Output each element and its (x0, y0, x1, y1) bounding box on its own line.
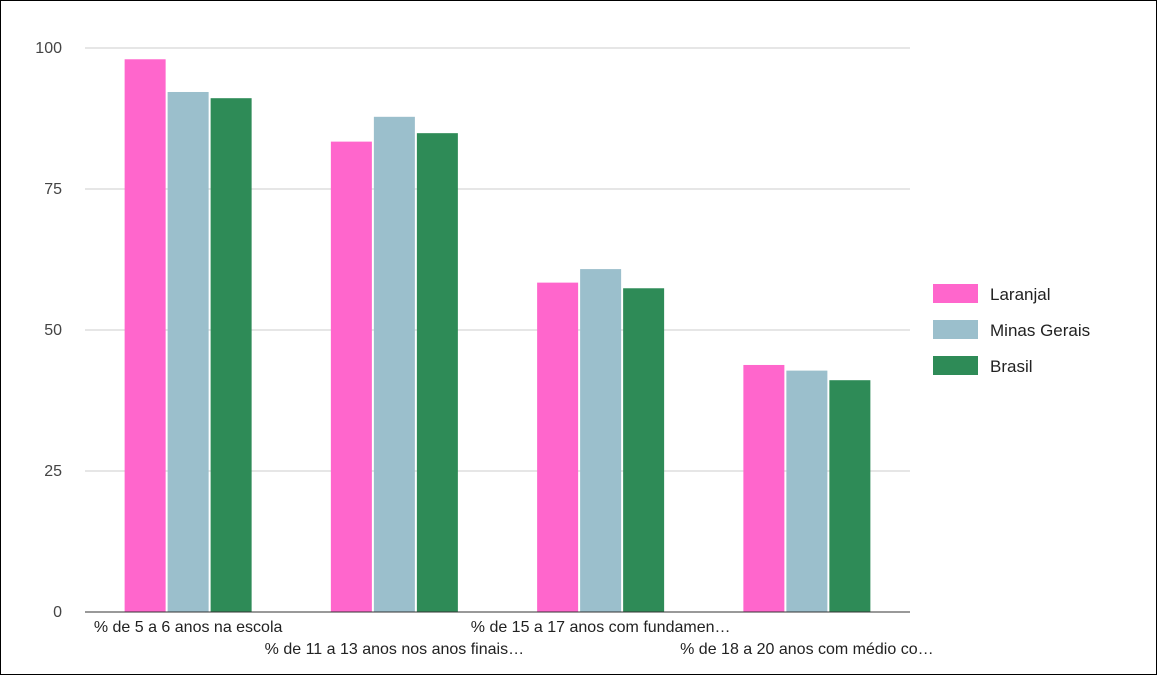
legend: Laranjal Minas Gerais Brasil (933, 284, 1090, 376)
bar-minas-gerais (167, 91, 209, 612)
legend-swatch (933, 320, 978, 339)
legend-label: Brasil (990, 357, 1033, 376)
axes: 0 25 50 75 100 % de 5 a 6 anos na escola % de … (35, 40, 933, 658)
bar-minas-gerais (786, 370, 828, 612)
legend-label: Laranjal (990, 285, 1051, 304)
y-tick-label: 100 (35, 40, 62, 57)
gridlines (85, 47, 910, 472)
legend-label: Minas Gerais (990, 321, 1090, 340)
bar-brasil (210, 98, 252, 613)
bar-minas-gerais (373, 116, 415, 613)
bar-brasil (416, 133, 458, 612)
bar-laranjal (537, 282, 579, 612)
bars (124, 59, 871, 613)
bar-minas-gerais (580, 269, 622, 612)
bar-laranjal (124, 59, 166, 612)
bar-laranjal (743, 364, 785, 612)
y-tick-label: 25 (44, 463, 62, 480)
y-tick-label: 0 (53, 604, 62, 621)
y-tick-label: 75 (44, 181, 62, 198)
x-tick-label: % de 11 a 13 anos nos anos finais… (265, 641, 524, 658)
legend-swatch (933, 356, 978, 375)
bar-brasil (623, 288, 665, 612)
bar-brasil (829, 380, 871, 612)
x-tick-label: % de 5 a 6 anos na escola (94, 619, 283, 636)
x-tick-label: % de 18 a 20 anos com médio co… (680, 641, 933, 658)
x-tick-label: % de 15 a 17 anos com fundamen… (471, 619, 731, 636)
legend-swatch (933, 284, 978, 303)
y-tick-label: 50 (44, 322, 62, 339)
bar-laranjal (330, 141, 372, 612)
